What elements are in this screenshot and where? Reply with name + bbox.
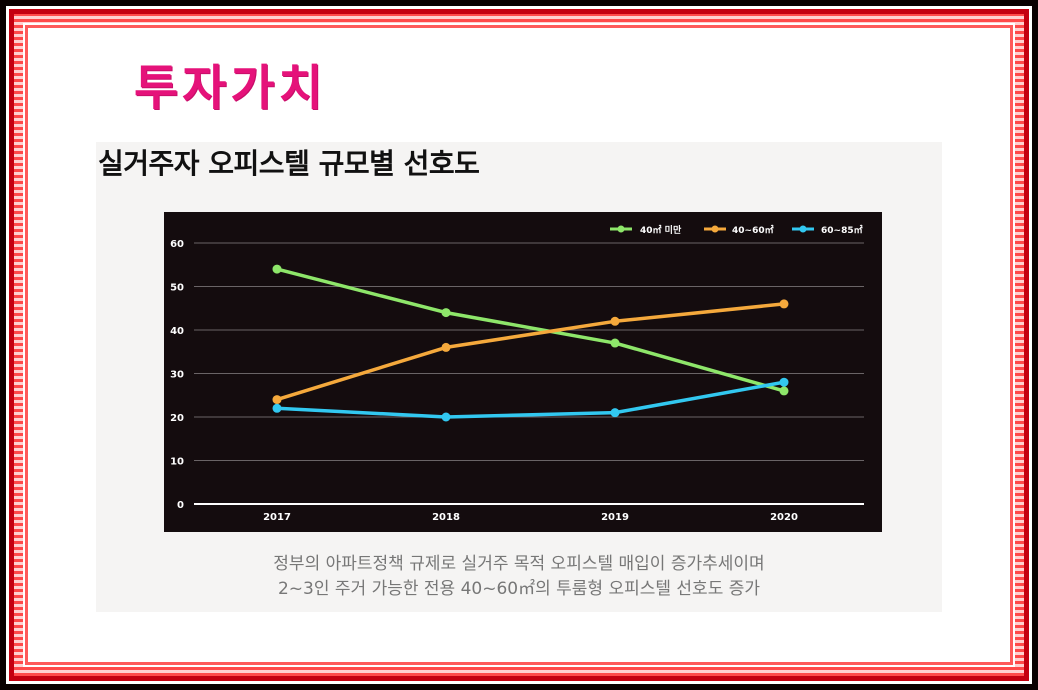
caption-line-2: 2~3인 주거 가능한 전용 40~60㎡의 투룸형 오피스텔 선호도 증가 <box>277 579 761 599</box>
y-tick-label: 0 <box>177 500 184 511</box>
legend-label: 40~60㎡ <box>732 224 774 236</box>
data-point <box>441 342 451 352</box>
series-line <box>275 302 786 402</box>
y-tick-label: 50 <box>170 283 184 294</box>
chart-area: 0 10 20 30 40 50 60 2017 2018 2019 2020 40㎡ 미만 40~60… <box>164 212 882 532</box>
series-line <box>275 380 786 419</box>
data-point <box>610 408 620 418</box>
caption-line-1: 정부의 아파트정책 규제로 실거주 목적 오피스텔 매입이 증가추세이며 <box>273 554 765 574</box>
data-point <box>779 377 789 387</box>
x-tick-label: 2020 <box>770 512 798 523</box>
y-tick-label: 10 <box>170 457 184 468</box>
page-title: 투자가치 <box>134 60 327 116</box>
legend-marker <box>617 225 625 233</box>
y-tick-label: 60 <box>170 239 184 250</box>
data-point <box>779 299 789 309</box>
x-tick-label: 2019 <box>601 512 629 523</box>
y-tick-label: 40 <box>170 326 184 337</box>
legend-label: 40㎡ 미만 <box>640 224 682 236</box>
chart-caption: 정부의 아파트정책 규제로 실거주 목적 오피스텔 매입이 증가추세이며 2~3… <box>98 552 940 602</box>
legend-marker <box>711 225 719 233</box>
y-tick-label: 20 <box>170 413 184 424</box>
y-tick-label: 30 <box>170 370 184 381</box>
x-tick-label: 2018 <box>432 512 460 523</box>
data-point <box>272 395 282 405</box>
legend-label: 60~85㎡ <box>821 224 863 236</box>
data-point <box>610 338 620 348</box>
data-point <box>441 412 451 422</box>
data-point <box>779 386 789 396</box>
line-chart: 0 10 20 30 40 50 60 2017 2018 2019 2020 40㎡ 미만 40~60… <box>170 224 864 523</box>
data-point <box>610 316 620 326</box>
legend-marker <box>799 225 807 233</box>
x-tick-label: 2017 <box>263 512 291 523</box>
data-point <box>272 264 282 274</box>
data-point <box>272 403 282 413</box>
chart-title: 실거주자 오피스텔 규모별 선호도 <box>98 147 480 180</box>
data-point <box>441 308 451 318</box>
series-line <box>275 267 786 393</box>
